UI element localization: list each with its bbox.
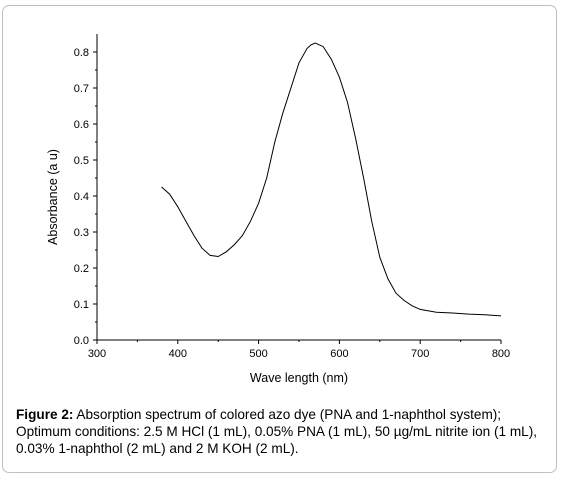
x-tick-label: 600 — [330, 348, 348, 360]
absorbance-chart: 0.0 0.1 0.2 0.3 0.4 0.5 0.6 0.7 0.8 300 400 500 600… — [46, 34, 510, 385]
y-tick-label: 0.6 — [74, 119, 89, 131]
x-tick-label: 700 — [411, 348, 429, 360]
y-tick-label: 0.7 — [74, 83, 89, 95]
axes — [96, 34, 501, 341]
y-tick-label: 0.1 — [74, 299, 89, 311]
absorbance-line — [161, 42, 502, 317]
y-axis-title: Absorbance (a u) — [46, 149, 60, 245]
x-axis-title: Wave length (nm) — [250, 371, 348, 385]
y-tick-label: 0.4 — [74, 191, 89, 203]
figure-caption: Figure 2: Absorption spectrum of colored… — [16, 406, 546, 457]
y-tick-label: 0.8 — [74, 47, 89, 59]
caption-label: Figure 2: — [16, 407, 74, 422]
caption-text: Absorption spectrum of colored azo dye (… — [16, 407, 538, 456]
x-tick-label: 300 — [88, 348, 106, 360]
x-axis-ticks: 300 400 500 600 700 800 — [88, 340, 510, 360]
y-axis-ticks: 0.0 0.1 0.2 0.3 0.4 0.5 0.6 0.7 0.8 — [74, 47, 97, 347]
y-tick-label: 0.3 — [74, 227, 89, 239]
x-tick-label: 400 — [169, 348, 187, 360]
y-tick-label: 0.2 — [74, 263, 89, 275]
figure-frame — [2, 5, 557, 473]
y-tick-label: 0.0 — [74, 335, 89, 347]
y-tick-label: 0.5 — [74, 155, 89, 167]
x-tick-label: 500 — [249, 348, 267, 360]
x-tick-label: 800 — [492, 348, 510, 360]
